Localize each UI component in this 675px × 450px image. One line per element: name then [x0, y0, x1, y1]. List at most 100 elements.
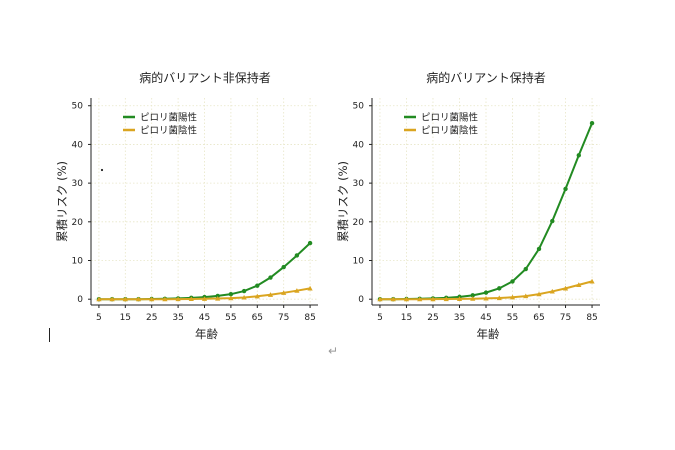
legend-label: ピロリ菌陰性	[421, 125, 479, 137]
x-tick-label: 35	[172, 313, 183, 323]
x-tick-label: 45	[199, 313, 210, 323]
data-point	[483, 295, 489, 301]
x-tick-label: 75	[278, 313, 289, 323]
data-point	[135, 296, 142, 302]
data-point	[162, 296, 168, 302]
data-point	[241, 288, 247, 294]
x-axis-label: 年齢	[195, 327, 218, 341]
y-tick-label: 10	[72, 257, 84, 267]
series-pylori-negative	[96, 285, 313, 302]
data-point	[563, 186, 568, 192]
x-tick-label: 75	[560, 313, 571, 323]
x-tick-label: 5	[377, 313, 383, 323]
data-point	[254, 293, 260, 299]
data-point	[307, 285, 313, 291]
data-point	[294, 253, 300, 258]
data-point	[228, 295, 234, 301]
data-point	[267, 292, 274, 297]
data-point	[496, 295, 502, 301]
data-point	[241, 294, 247, 300]
data-point	[122, 296, 128, 302]
paragraph-return-mark: ↵	[328, 344, 339, 358]
x-tick-label: 65	[252, 313, 263, 323]
y-tick-label: 20	[72, 218, 84, 228]
data-point	[470, 293, 475, 298]
data-point	[175, 296, 181, 302]
data-point	[470, 296, 476, 301]
y-tick-label: 50	[72, 102, 84, 112]
data-point	[443, 296, 449, 302]
data-point	[550, 218, 555, 224]
data-point	[456, 296, 463, 301]
y-tick-label: 10	[353, 257, 365, 267]
data-point	[377, 296, 383, 302]
data-point	[430, 296, 436, 302]
x-tick-label: 55	[225, 313, 236, 323]
x-tick-label: 25	[146, 313, 157, 323]
data-point	[228, 291, 234, 297]
data-point	[268, 275, 273, 280]
y-axis-label: 累積リスク (%)	[55, 161, 69, 242]
x-axis-label: 年齢	[477, 327, 500, 341]
legend-label: ピロリ菌陽性	[140, 112, 198, 124]
data-point	[390, 296, 396, 302]
data-point	[417, 296, 423, 302]
data-point	[536, 246, 542, 252]
chart-panel-2: 5 15 25 35 45 55 65 75 85 0 10 20 30 40 50 病的バリアント保持者年齢…	[336, 70, 600, 341]
chart-title: 病的バリアント保持者	[426, 70, 546, 85]
data-point	[96, 296, 102, 302]
data-point	[589, 120, 595, 126]
data-point	[215, 293, 220, 299]
y-tick-label: 20	[353, 218, 365, 228]
data-point	[509, 294, 516, 300]
legend-label: ピロリ菌陰性	[140, 125, 198, 137]
y-axis-label: 累積リスク (%)	[336, 161, 350, 242]
y-tick-label: 40	[72, 140, 84, 150]
x-tick-label: 15	[401, 313, 412, 323]
data-point	[294, 288, 300, 293]
data-point	[307, 240, 313, 246]
data-point	[536, 291, 542, 297]
x-tick-label: 25	[427, 313, 438, 323]
data-point	[215, 295, 221, 301]
x-tick-label: 5	[96, 313, 102, 323]
y-tick-label: 50	[353, 102, 365, 112]
data-point	[576, 282, 582, 287]
x-tick-label: 65	[533, 313, 544, 323]
data-point	[403, 296, 410, 302]
data-point	[483, 290, 489, 295]
series-pylori-negative	[377, 278, 595, 302]
x-tick-label: 45	[480, 313, 491, 323]
y-tick-label: 0	[77, 295, 83, 305]
data-point	[549, 288, 555, 294]
y-tick-label: 30	[72, 179, 84, 189]
data-point	[201, 296, 208, 301]
y-tick-label: 0	[358, 295, 364, 305]
data-point	[281, 290, 287, 295]
data-point	[497, 286, 502, 291]
data-point	[523, 266, 528, 272]
data-point	[562, 285, 569, 291]
data-point	[589, 278, 595, 284]
y-tick-label: 30	[353, 179, 365, 189]
data-point	[510, 279, 515, 284]
data-point	[523, 293, 529, 299]
x-tick-label: 55	[507, 313, 518, 323]
data-point	[188, 296, 194, 302]
x-tick-label: 15	[120, 313, 131, 323]
x-tick-label: 85	[304, 313, 315, 323]
legend-label: ピロリ菌陽性	[421, 112, 479, 124]
stray-dot	[100, 168, 104, 172]
x-tick-label: 35	[454, 313, 465, 323]
data-point	[149, 296, 155, 302]
y-tick-label: 40	[353, 140, 365, 150]
text-cursor	[49, 328, 50, 342]
x-tick-label: 85	[586, 313, 597, 323]
data-point	[281, 264, 286, 270]
data-point	[576, 153, 581, 158]
chart-title: 病的バリアント非保持者	[139, 70, 271, 85]
chart-panel-1: 5 15 25 35 45 55 65 75 85 0 10 20 30 40 50 病的バリアント非保持者年…	[55, 70, 318, 341]
